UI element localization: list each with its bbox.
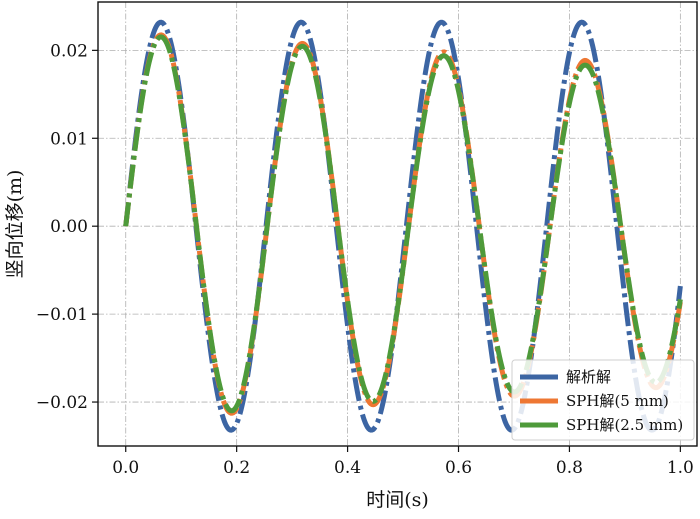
- x-tick-label: 0.8: [556, 458, 583, 478]
- y-tick-label: 0.00: [50, 217, 88, 237]
- x-axis-title: 时间(s): [366, 489, 429, 511]
- x-tick-label: 0.2: [223, 458, 250, 478]
- legend-label-analytic: 解析解: [566, 368, 611, 386]
- legend-label-sph-2.5mm: SPH解(2.5 mm): [566, 416, 683, 434]
- y-tick-label: 0.01: [50, 129, 88, 149]
- y-tick-label: 0.02: [50, 41, 88, 61]
- y-tick-label: −0.01: [36, 305, 88, 325]
- x-tick-label: 1.0: [667, 458, 694, 478]
- x-tick-label: 0.6: [445, 458, 472, 478]
- y-tick-label: −0.02: [36, 393, 88, 413]
- legend-label-sph-5mm: SPH解(5 mm): [566, 392, 669, 410]
- x-tick-label: 0.0: [112, 458, 139, 478]
- y-axis-title: 竖向位移(m): [4, 170, 26, 279]
- x-tick-label: 0.4: [334, 458, 361, 478]
- legend: 解析解 SPH解(5 mm) SPH解(2.5 mm): [512, 360, 694, 440]
